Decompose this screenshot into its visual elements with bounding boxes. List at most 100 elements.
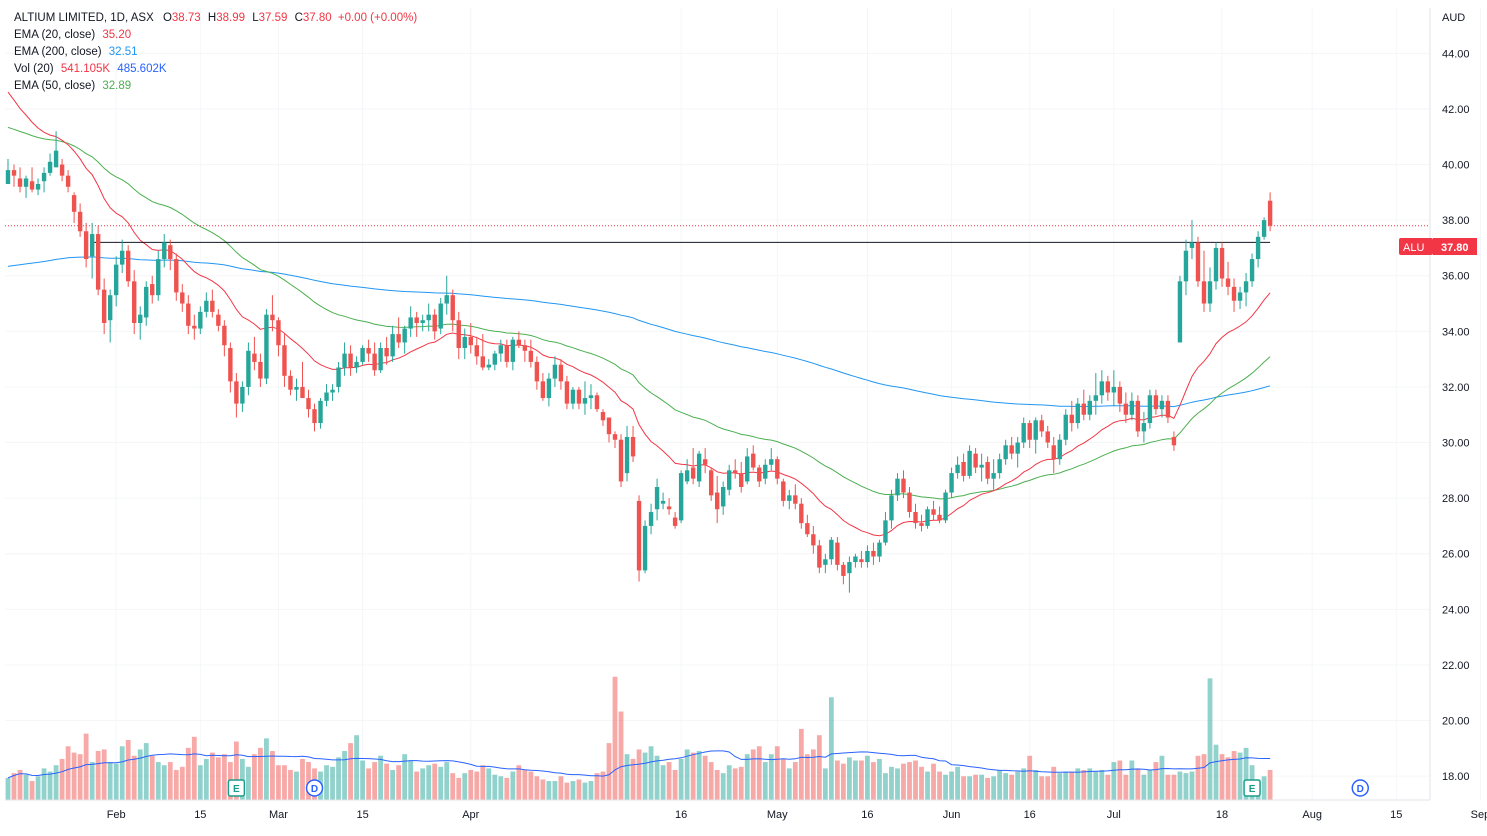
volume-bar (895, 768, 900, 800)
volume-bar (29, 781, 35, 800)
volume-bar (937, 771, 942, 800)
candle (1027, 420, 1032, 449)
volume-bar (1105, 774, 1111, 800)
volume-bar (834, 760, 840, 800)
candle (432, 309, 437, 340)
volume-bar (913, 760, 918, 800)
candle (720, 481, 726, 515)
volume-bar (1087, 768, 1093, 800)
volume-bar (41, 768, 47, 800)
volume-bar (372, 762, 378, 800)
candle (1063, 409, 1068, 446)
indicator-ema20[interactable]: EMA (20, close) 35.20 (14, 27, 417, 44)
volume-bar (396, 765, 402, 800)
candle (654, 478, 660, 521)
candle (306, 389, 311, 418)
volume-bar (1039, 776, 1045, 800)
candle (264, 309, 269, 385)
candle (180, 284, 185, 312)
volume-bar (672, 769, 678, 800)
currency-label: AUD (1442, 12, 1465, 24)
x-tick-label: 15 (194, 809, 206, 821)
volume-bar (1141, 774, 1147, 800)
x-tick-label: Apr (462, 809, 479, 821)
candle (354, 356, 359, 374)
volume-bar (528, 771, 534, 800)
volume-bar (113, 763, 119, 800)
candle (210, 289, 215, 318)
x-tick-label: Jul (1107, 809, 1121, 821)
candle (540, 373, 546, 401)
candle (5, 158, 11, 185)
indicator-ema200[interactable]: EMA (200, close) 32.51 (14, 44, 417, 61)
volume-bar (576, 779, 582, 800)
volume-bar (354, 735, 359, 800)
volume-bar (822, 768, 828, 800)
x-tick-label: 15 (1390, 809, 1402, 821)
candle (690, 448, 696, 485)
candle (420, 314, 425, 332)
volume-bar (1099, 769, 1105, 800)
volume-bar (768, 754, 774, 800)
candle (769, 448, 774, 471)
volume-bar (432, 763, 438, 800)
candle (799, 498, 804, 529)
candle (871, 542, 876, 565)
volume-bar (1177, 771, 1183, 800)
earnings-icon[interactable]: E (227, 779, 246, 797)
volume-bar (732, 768, 738, 800)
volume-bar (456, 777, 462, 800)
candle (1117, 381, 1123, 412)
ohlc-low: 37.59 (258, 12, 288, 24)
volume-bar (1045, 776, 1051, 800)
candle (288, 370, 293, 396)
candle (35, 178, 41, 196)
volume-bar (366, 768, 371, 800)
candle (1207, 267, 1213, 312)
volume-bar (804, 754, 810, 800)
candle (925, 506, 930, 529)
candle (757, 464, 762, 488)
candle (600, 409, 606, 426)
volume-bar (594, 773, 600, 800)
volume-bar (23, 774, 29, 800)
volume-bar (979, 774, 985, 800)
candle (781, 478, 786, 507)
volume-bar (1267, 769, 1273, 800)
candle (426, 303, 431, 332)
ohlc-high: 38.99 (216, 12, 245, 24)
candle (1141, 411, 1147, 443)
dividend-icon[interactable]: D (1351, 779, 1369, 797)
volume-bar (288, 769, 293, 800)
candle (119, 239, 125, 273)
dividend-icon[interactable]: D (305, 779, 324, 797)
candle (1045, 425, 1050, 449)
candle (847, 556, 852, 593)
volume-bar (1075, 768, 1081, 800)
volume-bar (1069, 771, 1075, 800)
candle (967, 445, 972, 479)
candle (59, 158, 65, 182)
candle (168, 239, 173, 271)
candle (1051, 436, 1056, 474)
x-tick-label: May (767, 809, 788, 821)
candle (324, 384, 329, 407)
earnings-icon[interactable]: E (1243, 779, 1261, 797)
x-tick-label: Feb (107, 809, 126, 821)
candle (444, 275, 449, 315)
indicator-ema50[interactable]: EMA (50, close) 32.89 (14, 78, 417, 95)
volume-bar (414, 771, 420, 800)
volume-bar (949, 771, 954, 800)
volume-bar (59, 758, 65, 800)
indicator-value: 35.20 (102, 29, 132, 41)
indicator-vol[interactable]: Vol (20) 541.105K 485.602K (14, 61, 417, 78)
candle (841, 562, 846, 585)
y-tick-label: 40.00 (1442, 160, 1470, 172)
candle (186, 295, 191, 335)
candle (1069, 400, 1074, 432)
candle (823, 553, 828, 574)
y-tick-label: 36.00 (1442, 271, 1470, 283)
candle (594, 392, 600, 412)
volume-ma-path (7, 750, 1271, 779)
